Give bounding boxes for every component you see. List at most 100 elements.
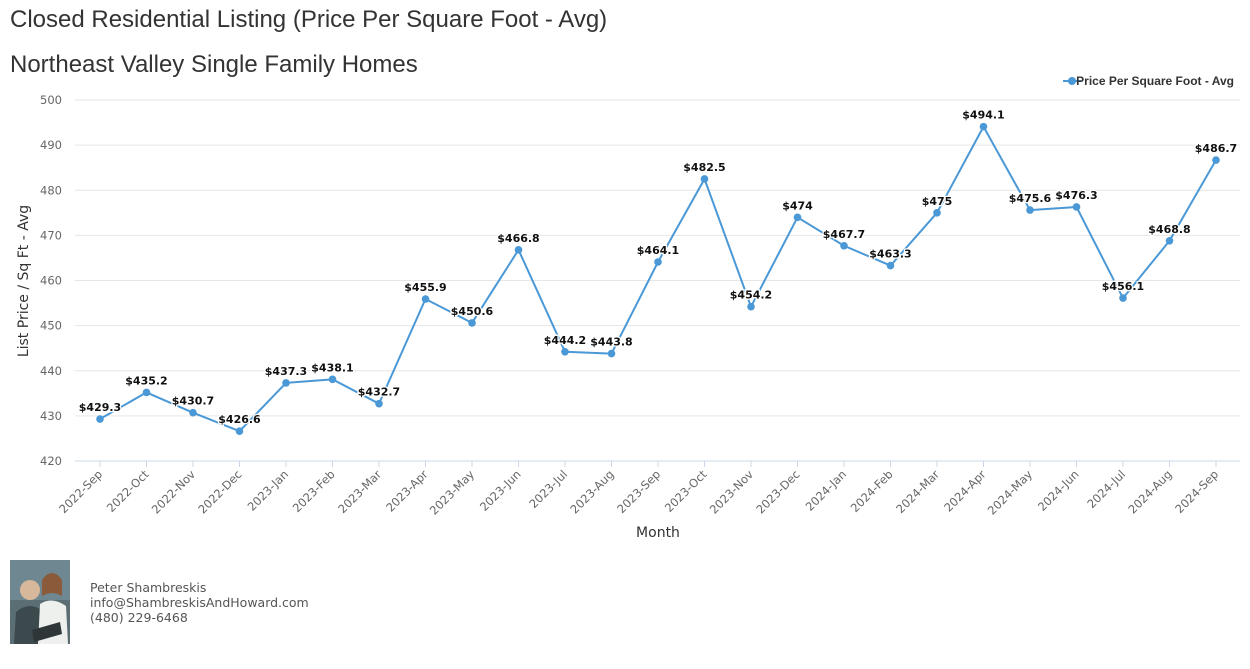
y-tick-label: 450	[40, 319, 62, 333]
data-label: $456.1	[1102, 280, 1144, 293]
data-label: $437.3	[265, 365, 307, 378]
data-point[interactable]	[840, 241, 848, 250]
x-tick-label: 2023-Jan	[245, 467, 292, 514]
data-point[interactable]	[747, 302, 755, 311]
agent-phone[interactable]: (480) 229-6468	[90, 610, 188, 625]
x-tick-label: 2022-Oct	[104, 467, 152, 515]
x-tick-label: 2022-Dec	[195, 467, 244, 516]
data-label: $482.5	[683, 161, 725, 174]
x-tick-label: 2024-Jun	[1035, 467, 1082, 514]
legend[interactable]: Price Per Square Foot - Avg	[1063, 74, 1234, 88]
data-label: $435.2	[125, 374, 167, 387]
x-tick-label: 2024-Apr	[941, 467, 989, 515]
data-label: $432.7	[358, 386, 400, 399]
data-point[interactable]	[328, 375, 337, 384]
legend-item-label: Price Per Square Foot - Avg	[1076, 74, 1234, 88]
data-point[interactable]	[654, 258, 662, 266]
data-point[interactable]	[514, 246, 523, 254]
data-label: $475.6	[1009, 192, 1052, 205]
data-point[interactable]	[933, 209, 941, 217]
data-point[interactable]	[700, 175, 709, 183]
data-label: $443.8	[590, 336, 632, 349]
data-point[interactable]	[189, 408, 197, 417]
chart-subtitle: Northeast Valley Single Family Homes	[10, 51, 418, 78]
x-tick-label: 2023-Feb	[290, 467, 338, 515]
y-tick-label: 500	[40, 93, 62, 107]
y-tick-label: 480	[40, 183, 62, 197]
data-label: $450.6	[451, 305, 494, 318]
x-tick-label: 2023-Jul	[526, 467, 570, 511]
x-tick-label: 2023-Dec	[753, 467, 802, 516]
x-tick-label: 2023-Sep	[614, 467, 663, 516]
y-axis-label: List Price / Sq Ft - Avg	[16, 205, 32, 357]
data-label: $438.1	[311, 361, 353, 374]
data-point[interactable]	[886, 261, 895, 270]
x-tick-label: 2024-Jan	[803, 467, 850, 514]
data-point[interactable]	[793, 213, 802, 222]
agent-photo	[10, 560, 70, 644]
y-tick-label: 460	[40, 274, 62, 288]
data-point[interactable]	[421, 295, 430, 303]
data-point[interactable]	[607, 349, 616, 358]
x-tick-label: 2024-Aug	[1125, 467, 1174, 516]
data-label: $468.8	[1148, 223, 1190, 236]
data-label: $475	[922, 195, 953, 208]
y-tick-label: 430	[40, 409, 62, 423]
data-point[interactable]	[468, 319, 476, 327]
legend-marker-icon	[1068, 77, 1076, 85]
agent-name: Peter Shambreskis	[90, 580, 207, 595]
data-label: $494.1	[962, 109, 1004, 122]
data-label: $430.7	[172, 395, 214, 408]
data-point[interactable]	[235, 427, 244, 436]
y-tick-label: 440	[40, 364, 62, 378]
agent-photo-image	[10, 560, 70, 644]
x-axis-label: Month	[636, 525, 680, 541]
y-tick-label: 490	[40, 138, 62, 152]
data-point[interactable]	[1026, 206, 1034, 214]
data-point[interactable]	[1165, 236, 1174, 245]
chart-title: Closed Residential Listing (Price Per Sq…	[10, 6, 608, 33]
data-label: $444.2	[544, 334, 586, 347]
x-tick-label: 2023-Nov	[707, 467, 757, 517]
data-label: $463.3	[869, 248, 911, 261]
data-point[interactable]	[1212, 156, 1220, 164]
x-tick-label: 2023-Apr	[383, 467, 431, 515]
grid-lines	[75, 99, 1240, 417]
data-label: $429.3	[79, 401, 121, 414]
y-tick-label: 420	[40, 454, 62, 468]
data-labels: $429.3 $435.2 $430.7 $426.6 $437.3 $438.1 $432…	[78, 107, 1239, 427]
x-tick-label: 2024-Sep	[1172, 467, 1221, 516]
y-axis-ticks: 420 430 440 450 460 470 480 490 500	[40, 93, 62, 468]
x-tick-label: 2023-Mar	[335, 467, 384, 516]
data-point[interactable]	[282, 379, 290, 387]
data-points	[96, 122, 1220, 436]
x-tick-label: 2024-Mar	[893, 467, 942, 516]
data-point[interactable]	[1072, 203, 1081, 211]
x-tick-label: 2022-Sep	[56, 467, 105, 516]
y-tick-label: 470	[40, 228, 62, 242]
data-label: $486.7	[1195, 142, 1237, 155]
x-tick-label: 2024-Feb	[848, 467, 896, 515]
x-tick-label: 2022-Nov	[149, 467, 199, 517]
data-point[interactable]	[142, 388, 151, 397]
data-point[interactable]	[561, 347, 569, 356]
data-label: $454.2	[730, 289, 772, 302]
x-tick-label: 2023-Jun	[477, 467, 524, 514]
data-label: $455.9	[404, 281, 446, 294]
data-point[interactable]	[375, 399, 383, 408]
data-label: $476.3	[1055, 189, 1097, 202]
data-point[interactable]	[1119, 294, 1127, 302]
series-line	[99, 125, 1217, 433]
data-label: $474	[782, 199, 813, 212]
data-label: $467.7	[823, 228, 865, 241]
x-tick-label: 2024-Jul	[1084, 467, 1128, 511]
data-point[interactable]	[96, 415, 104, 423]
agent-email[interactable]: info@ShambreskisAndHoward.com	[90, 595, 309, 610]
x-tick-label: 2024-May	[985, 467, 1035, 517]
x-tick-label: 2023-May	[427, 467, 477, 517]
agent-info: Peter Shambreskis info@ShambreskisAndHow…	[90, 580, 309, 625]
data-label: $464.1	[637, 244, 679, 257]
data-point[interactable]	[979, 122, 988, 131]
